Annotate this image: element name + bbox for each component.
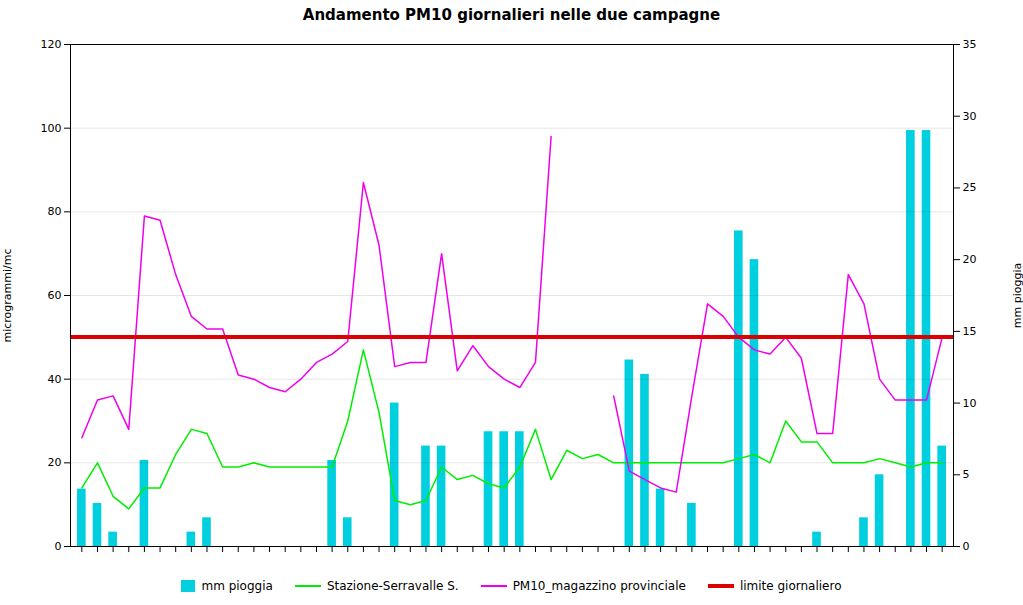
html-text:limite giornaliero: limite giornaliero (739, 579, 842, 593)
svg-text:15: 15 (963, 325, 977, 338)
svg-text:35: 35 (963, 38, 977, 51)
svg-text:60: 60 (48, 289, 62, 302)
svg-text:mm pioggia: mm pioggia (1011, 263, 1023, 328)
svg-text:5: 5 (963, 468, 970, 481)
svg-text:40: 40 (48, 373, 62, 386)
svg-text:0: 0 (963, 540, 970, 553)
html-text:Stazione-Serravalle S.: Stazione-Serravalle S. (326, 579, 459, 593)
svg-text:10: 10 (963, 397, 977, 410)
svg-text:20: 20 (963, 253, 977, 266)
html-text:Andamento PM10 giornalieri nel: Andamento PM10 giornalieri nelle due cam… (302, 6, 721, 24)
svg-text:120: 120 (41, 38, 62, 51)
svg-text:20: 20 (48, 456, 62, 469)
svg-text:microgrammi/mc: microgrammi/mc (1, 248, 14, 342)
svg-text:80: 80 (48, 205, 62, 218)
svg-text:30: 30 (963, 110, 977, 123)
html-text:PM10_magazzino provinciale: PM10_magazzino provinciale (512, 579, 686, 593)
svg-text:25: 25 (963, 181, 977, 194)
svg-text:100: 100 (41, 122, 62, 135)
svg-text:0: 0 (55, 540, 62, 553)
html-text:mm pioggia: mm pioggia (201, 579, 273, 593)
